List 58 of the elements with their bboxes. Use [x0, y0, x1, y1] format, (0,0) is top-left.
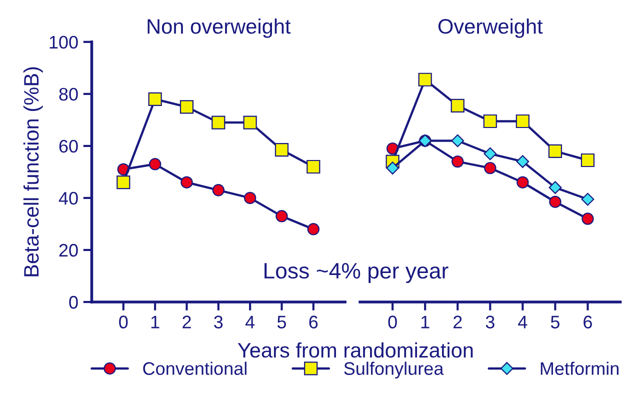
point: [484, 147, 497, 160]
point: [452, 155, 464, 168]
x-tick-label: 4: [245, 316, 255, 328]
legend-label: Metformin: [540, 362, 618, 375]
point: [243, 116, 257, 130]
y-tick-label: 100: [50, 36, 78, 49]
chart-title: Overweight: [438, 18, 543, 38]
x-axis-title: Years from randomization: [238, 342, 473, 358]
point: [276, 210, 288, 222]
x-tick-label: 4: [518, 316, 528, 328]
y-tick-label: 0: [69, 296, 78, 309]
point: [180, 176, 193, 188]
point: [450, 98, 464, 112]
x-tick-label: 5: [277, 316, 286, 328]
point: [516, 155, 530, 168]
point: [212, 184, 225, 196]
x-tick-label: 6: [309, 316, 318, 328]
x-tick-label: 3: [214, 316, 223, 328]
point: [548, 144, 562, 158]
point: [418, 72, 432, 86]
point: [484, 162, 496, 174]
x-tick-label: 1: [151, 316, 160, 328]
y-tick-label: 20: [59, 244, 78, 257]
point: [116, 176, 130, 190]
point: [516, 114, 530, 128]
legend-label: Conventional: [143, 362, 246, 375]
point: [516, 176, 529, 188]
y-tick-label: 80: [59, 88, 78, 101]
x-tick-label: 0: [119, 316, 128, 328]
point: [148, 92, 162, 106]
legend-label: Sulfonylurea: [344, 362, 444, 379]
point: [244, 192, 256, 204]
annotation: Loss ~4% per year: [264, 263, 448, 284]
point: [212, 116, 226, 130]
x-tick-label: 1: [421, 316, 430, 328]
x-tick-label: 2: [182, 316, 191, 328]
point: [148, 158, 162, 170]
point: [582, 212, 594, 225]
point: [180, 100, 194, 114]
chart-title: Non overweight: [148, 18, 291, 38]
x-tick-label: 3: [486, 316, 494, 328]
point: [483, 114, 497, 128]
y-axis-title: Beta-cell function (%B): [23, 67, 43, 276]
point: [548, 181, 562, 194]
point: [386, 162, 400, 175]
x-tick-label: 2: [454, 316, 462, 328]
x-tick-label: 0: [388, 316, 397, 328]
point: [580, 153, 595, 168]
y-tick-label: 40: [58, 192, 78, 205]
point: [307, 223, 320, 236]
point: [549, 196, 562, 208]
point: [451, 134, 464, 148]
point: [274, 143, 289, 157]
point: [306, 160, 320, 174]
y-tick-label: 60: [59, 140, 78, 153]
x-tick-label: 5: [550, 316, 560, 328]
x-tick-label: 6: [584, 316, 592, 328]
point: [581, 192, 594, 206]
